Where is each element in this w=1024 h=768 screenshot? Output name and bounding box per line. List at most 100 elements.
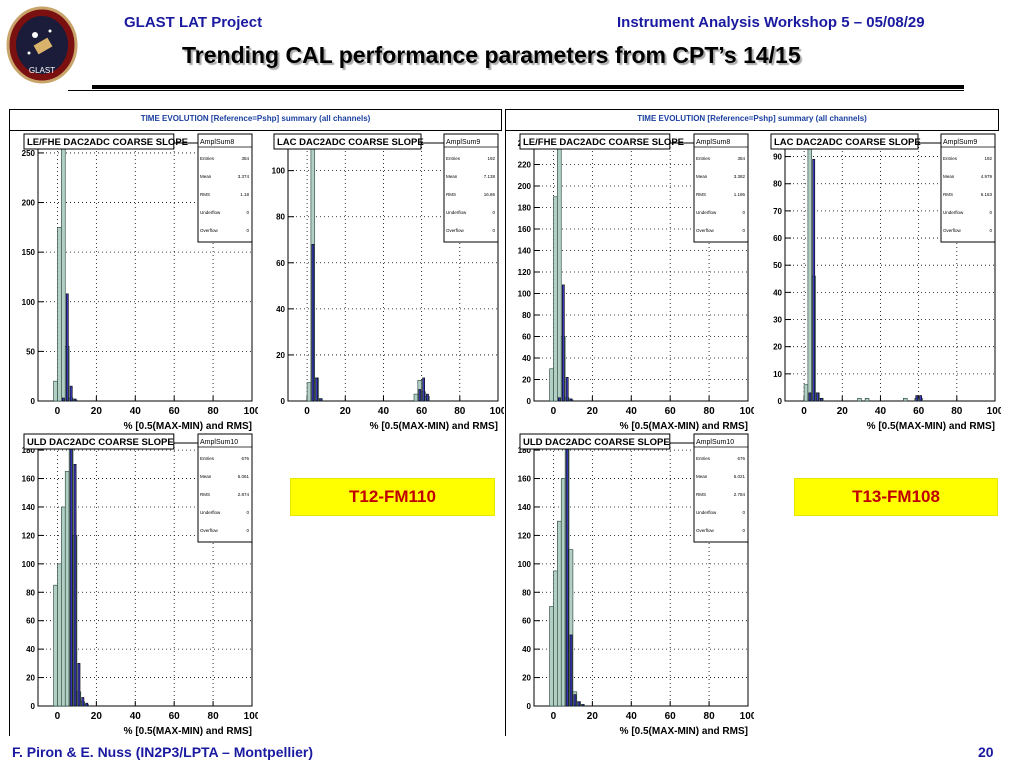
x-tick-label: 60: [169, 711, 181, 722]
stats-value: 0: [989, 228, 992, 233]
stats-value: 6.163: [981, 192, 993, 197]
x-tick-label: 100: [490, 406, 504, 417]
y-tick-label: 160: [22, 475, 36, 484]
stats-value: 5.061: [238, 474, 250, 479]
current-bar: [62, 397, 65, 402]
workshop-info: Instrument Analysis Workshop 5 – 05/08/2…: [617, 14, 925, 31]
stats-value: 4.979: [981, 174, 993, 179]
stats-key: Entries: [943, 156, 958, 161]
stats-value: 0: [742, 510, 745, 515]
y-tick-label: 50: [26, 347, 35, 356]
stats-value: 0: [246, 228, 249, 233]
x-tick-label: 60: [416, 406, 428, 417]
stats-value: 1.18: [240, 192, 249, 197]
x-tick-label: 20: [91, 406, 103, 417]
stats-key: Overflow: [446, 228, 465, 233]
y-tick-label: 180: [518, 446, 532, 455]
y-tick-label: 60: [276, 259, 285, 268]
x-tick-label: 60: [913, 406, 925, 417]
current-bar: [569, 398, 573, 402]
current-bar: [915, 395, 919, 402]
y-tick-label: 100: [518, 560, 532, 569]
stats-key: Underflow: [200, 510, 221, 515]
histogram-title: ULD DAC2ADC COARSE SLOPE: [523, 437, 670, 448]
stats-key: Overflow: [200, 228, 219, 233]
reference-bar: [553, 196, 558, 402]
y-tick-label: 160: [518, 225, 532, 234]
reference-bar: [803, 384, 809, 402]
reference-bar: [53, 380, 58, 402]
stats-key: Entries: [200, 456, 215, 461]
x-tick-label: 40: [130, 711, 142, 722]
x-tick-label: 0: [55, 406, 61, 417]
stats-key: Mean: [200, 174, 212, 179]
reference-bar: [903, 397, 908, 402]
stats-value: 0: [246, 210, 249, 215]
y-tick-label: 0: [281, 397, 286, 406]
stats-box: [197, 133, 253, 243]
y-tick-label: 20: [773, 343, 782, 352]
module-label-t13: T13-FM108: [794, 478, 998, 516]
stats-value: 1.186: [734, 192, 746, 197]
stats-value: 0: [742, 210, 745, 215]
x-tick-label: 0: [55, 711, 61, 722]
reference-bar: [306, 382, 312, 402]
current-bar: [577, 701, 581, 707]
stats-name: AmplSum9: [446, 139, 480, 146]
stats-value: 0: [246, 528, 249, 533]
x-tick-label: 20: [587, 406, 599, 417]
current-bar: [565, 442, 569, 707]
canvas-frame-left: [9, 131, 10, 736]
histogram-title-box: [519, 133, 671, 150]
histogram-title: LAC DAC2ADC COARSE SLOPE: [277, 137, 424, 148]
x-axis-label: % [0.5(MAX-MIN) and RMS]: [620, 421, 748, 432]
stats-key: RMS: [696, 192, 706, 197]
stats-box: [940, 133, 996, 243]
stats-value: 16.86: [484, 192, 496, 197]
current-bar: [65, 293, 69, 402]
y-tick-label: 200: [22, 199, 36, 208]
stats-value: 5.021: [734, 474, 746, 479]
y-tick-label: 0: [31, 702, 36, 711]
y-tick-label: 40: [276, 305, 285, 314]
module-label-t12: T12-FM110: [290, 478, 495, 516]
histogram-title: ULD DAC2ADC COARSE SLOPE: [27, 437, 174, 448]
histogram-lac-fm110: 0 20 40 60 80 100 0 20 40 60 80 100 LAC DAC2ADC COAR…: [272, 133, 504, 432]
glast-logo: GLAST: [6, 6, 78, 84]
canvas-title-bar-left: TIME EVOLUTION [Reference=Pshp] summary …: [9, 109, 502, 131]
stats-key: RMS: [696, 492, 706, 497]
stats-value: 192: [984, 156, 992, 161]
x-tick-label: 0: [304, 406, 310, 417]
histogram-lefhe-fm108: 0 20 40 60 80 100 0 20 40 60 80 100 120 140 160 180 200 2…: [518, 133, 754, 432]
histogram-title-box: [23, 433, 175, 450]
x-tick-label: 100: [740, 711, 754, 722]
stats-value: 0: [742, 528, 745, 533]
stats-name: AmplSum10: [200, 439, 238, 446]
current-bar: [77, 663, 81, 707]
reference-bar: [864, 397, 870, 402]
y-tick-label: 250: [22, 149, 36, 158]
stats-value: 3.374: [238, 174, 250, 179]
x-tick-label: 40: [626, 406, 638, 417]
current-bar: [422, 377, 425, 402]
current-bar: [311, 244, 315, 402]
current-bar: [315, 377, 319, 402]
stats-value: 384: [241, 156, 249, 161]
x-tick-label: 20: [587, 711, 599, 722]
x-axis-label: % [0.5(MAX-MIN) and RMS]: [124, 726, 252, 737]
stats-value: 676: [737, 456, 745, 461]
x-tick-label: 80: [208, 406, 220, 417]
x-tick-label: 0: [801, 406, 807, 417]
reference-bar: [807, 142, 813, 402]
histogram-title-box: [23, 133, 175, 150]
histogram-title-box: [519, 433, 671, 450]
histogram-title: LAC DAC2ADC COARSE SLOPE: [774, 137, 921, 148]
x-tick-label: 100: [244, 406, 258, 417]
y-tick-label: 60: [773, 234, 782, 243]
reference-bar: [64, 471, 70, 707]
current-bar: [581, 704, 585, 707]
canvas-title-left: TIME EVOLUTION [Reference=Pshp] summary …: [140, 114, 371, 123]
y-tick-label: 40: [26, 645, 35, 654]
y-tick-label: 120: [518, 531, 532, 540]
histogram-title: LE/FHE DAC2ADC COARSE SLOPE: [27, 137, 188, 148]
